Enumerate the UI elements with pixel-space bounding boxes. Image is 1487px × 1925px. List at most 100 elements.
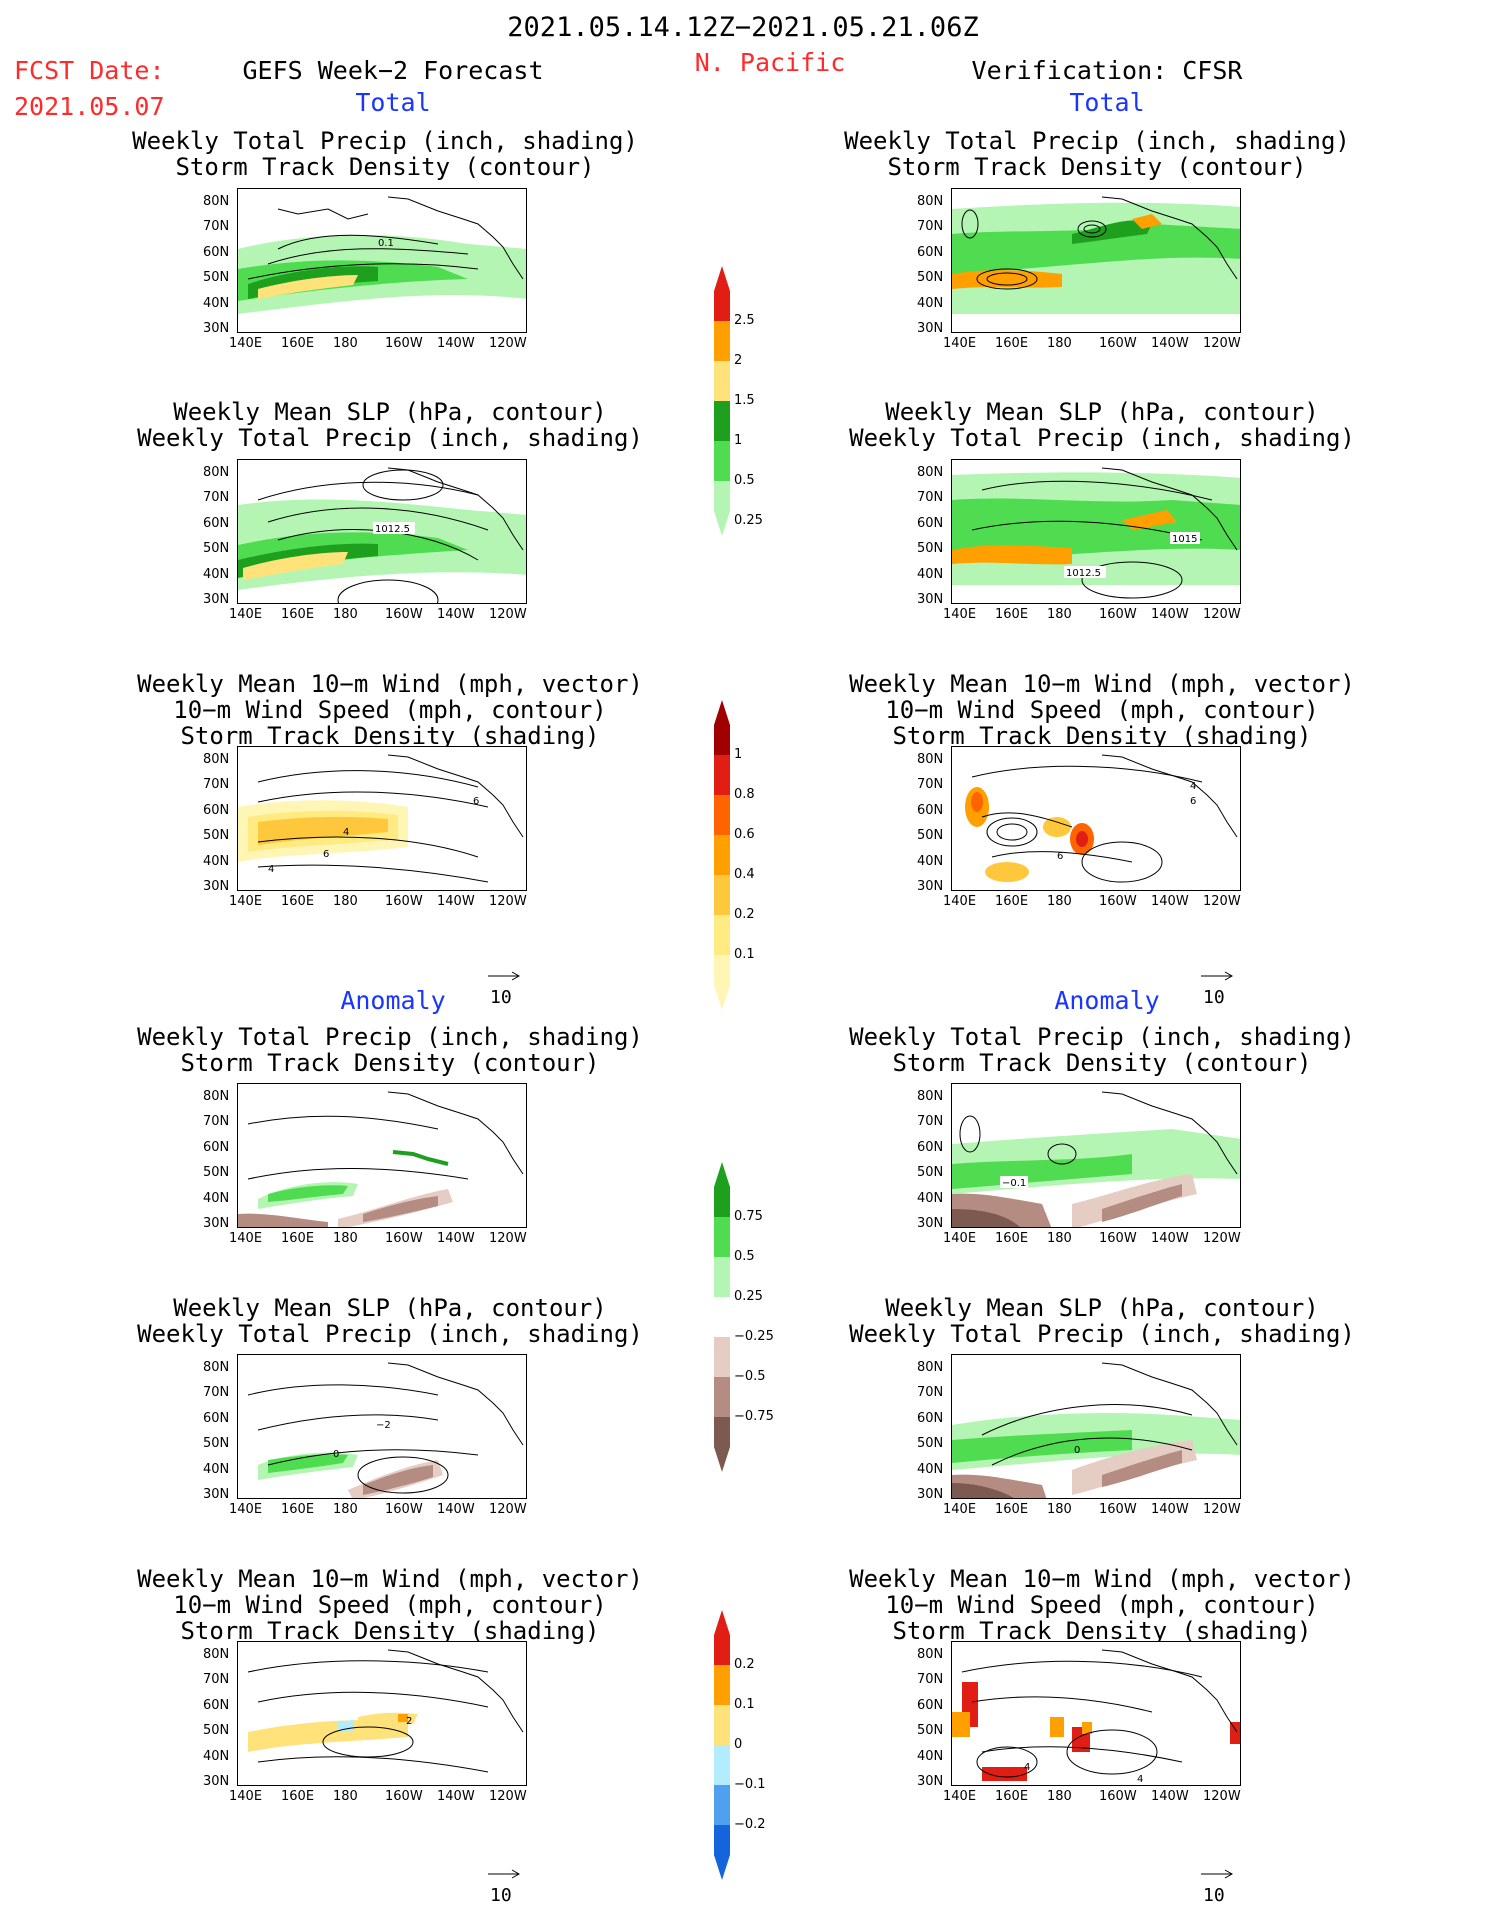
colorbar-tick-label: 2 — [734, 353, 743, 368]
title-line: Weekly Total Precip (inch, shading) — [849, 424, 1355, 452]
lat-tick-label: 70N — [917, 1114, 944, 1130]
lat-tick-label: 80N — [203, 1360, 230, 1375]
contour-label: 4 — [343, 827, 349, 838]
lat-tick-label: 50N — [203, 1436, 230, 1452]
lat-tick-label: 60N — [203, 515, 230, 531]
lon-tick-label: 160W — [1099, 1789, 1137, 1804]
lat-tick-label: 70N — [917, 1385, 944, 1401]
colorbar-track-anom: 0.2 0.1 0 −0.1 −0.2 — [714, 1610, 784, 1884]
title-line: Storm Track Density (contour) — [887, 153, 1307, 181]
lon-tick-label: 140W — [437, 607, 475, 622]
title-line: 10−m Wind Speed (mph, contour) — [173, 1591, 607, 1619]
lat-tick-label: 40N — [203, 1190, 230, 1206]
colorbar-segment — [714, 755, 730, 795]
lon-tick-label: 140E — [229, 894, 263, 909]
title-line: Weekly Total Precip (inch, shading) — [137, 1023, 643, 1051]
colorbar-segment — [714, 1785, 730, 1825]
lat-tick-label: 30N — [203, 1216, 230, 1231]
lat-tick-label: 50N — [917, 270, 944, 286]
lon-tick-label: 160W — [385, 336, 423, 351]
colorbar-tick-label: 1 — [734, 747, 743, 762]
title-line: Weekly Mean SLP (hPa, contour) — [885, 1294, 1319, 1322]
title-line: Weekly Mean SLP (hPa, contour) — [173, 1294, 607, 1322]
vector-reference-anom-obs: 10 — [1199, 1864, 1235, 1906]
lon-tick-label: 160E — [995, 894, 1029, 909]
title-line: Storm Track Density (shading) — [180, 722, 600, 750]
colorbar-tick-label: 0.8 — [734, 787, 755, 802]
lon-tick-label: 120W — [489, 894, 527, 909]
vector-reference-value: 10 — [490, 987, 512, 1008]
colorbar-tick-label: −0.1 — [734, 1777, 766, 1792]
region-label: N. Pacific — [694, 48, 846, 77]
map-anom-fcst-wind-track: 2 — [237, 1641, 527, 1786]
lat-tick-label: 50N — [203, 1165, 230, 1181]
lon-tick-label: 160E — [995, 1502, 1029, 1517]
colorbar-tick-label: −0.25 — [734, 1329, 774, 1344]
map-fcst-precip-track: 0.1 — [237, 188, 527, 333]
lon-tick-label: 120W — [1203, 1231, 1241, 1246]
lon-tick-label: 140W — [437, 1231, 475, 1246]
contour-label: 4 — [268, 864, 274, 875]
map-anom-fcst-slp-precip: 0 −2 — [237, 1354, 527, 1499]
lat-tick-label: 40N — [203, 853, 230, 869]
colorbar-tick-label: 0 — [734, 1737, 743, 1752]
colorbar-tick-label: 1 — [734, 433, 743, 448]
title-line: 10−m Wind Speed (mph, contour) — [173, 696, 607, 724]
contour-label: 6 — [323, 849, 329, 860]
lat-tick-label: 40N — [917, 566, 944, 582]
lon-tick-label: 140E — [229, 336, 263, 351]
lon-tick-label: 140W — [437, 1789, 475, 1804]
lon-tick-label: 160W — [385, 1502, 423, 1517]
lat-tick-label: 30N — [203, 879, 230, 894]
colorbar-segment — [714, 1705, 730, 1745]
contour-label: −2 — [376, 1420, 391, 1431]
contour-label: 6 — [473, 796, 479, 807]
colorbar-segment — [714, 1162, 730, 1217]
contour-label: 2 — [406, 1716, 412, 1727]
lon-tick-label: 140E — [229, 1502, 263, 1517]
lon-tick-label: 180 — [1047, 1502, 1072, 1517]
colorbar-tick-label: −0.5 — [734, 1369, 766, 1384]
lon-tick-label: 160E — [281, 894, 315, 909]
lon-tick-label: 140W — [1151, 1502, 1189, 1517]
contour-label: 6 — [1190, 796, 1196, 807]
lon-tick-label: 140E — [229, 1231, 263, 1246]
lat-tick-label: 40N — [203, 1748, 230, 1764]
lat-tick-label: 80N — [203, 752, 230, 767]
colorbar-tick-label: 0.2 — [734, 1657, 755, 1672]
title-line: Weekly Total Precip (inch, shading) — [849, 1023, 1355, 1051]
lon-tick-label: 140E — [943, 607, 977, 622]
lon-tick-label: 180 — [333, 1502, 358, 1517]
arrow-right-icon — [488, 971, 521, 981]
lon-tick-label: 140E — [229, 607, 263, 622]
colorbar-tick-label: 0.25 — [734, 513, 763, 528]
lat-tick-label: 70N — [917, 1672, 944, 1688]
lat-tick-label: 80N — [917, 194, 944, 209]
lon-tick-label: 160E — [281, 1789, 315, 1804]
lat-tick-label: 30N — [917, 1774, 944, 1789]
arrow-right-icon — [1201, 1869, 1234, 1879]
colorbar-graphic — [714, 1162, 730, 1472]
map-fcst-wind-track: 4 6 4 6 — [237, 746, 527, 891]
lat-tick-label: 80N — [917, 1089, 944, 1104]
vector-reference-anom-fcst: 10 — [486, 1864, 522, 1906]
title-anom-fcst-precip-track: Weekly Total Precip (inch, shading) Stor… — [137, 1024, 643, 1076]
title-anom-obs-precip-track: Weekly Total Precip (inch, shading) Stor… — [849, 1024, 1355, 1076]
lon-tick-label: 140E — [943, 1789, 977, 1804]
lat-tick-label: 80N — [203, 1089, 230, 1104]
fcst-date-value: 2021.05.07 — [14, 92, 165, 121]
lat-tick-label: 30N — [917, 321, 944, 336]
lon-tick-label: 160E — [281, 607, 315, 622]
lat-tick-label: 70N — [917, 219, 944, 235]
lon-tick-label: 160E — [281, 336, 315, 351]
vector-reference-value: 10 — [1203, 1885, 1225, 1906]
title-fcst-wind-track: Weekly Mean 10−m Wind (mph, vector) 10−m… — [137, 671, 643, 749]
colorbar-segment — [714, 401, 730, 441]
lat-tick-label: 30N — [917, 879, 944, 894]
lon-tick-label: 120W — [489, 336, 527, 351]
title-line: Weekly Mean SLP (hPa, contour) — [885, 398, 1319, 426]
lon-tick-label: 160W — [1099, 894, 1137, 909]
lon-tick-label: 120W — [489, 1231, 527, 1246]
lon-tick-label: 160E — [995, 1789, 1029, 1804]
colorbar-tick-label: 2.5 — [734, 313, 755, 328]
